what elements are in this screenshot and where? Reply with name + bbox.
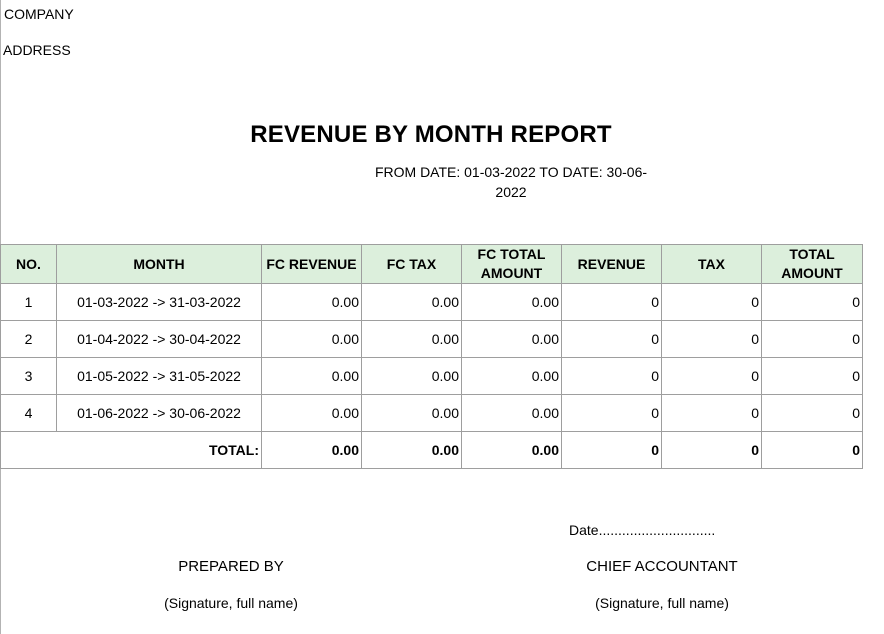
cell-fc-total-amount: 0.00 xyxy=(461,394,562,432)
cell-fc-revenue: 0.00 xyxy=(261,283,362,321)
column-header-no: NO. xyxy=(0,244,57,284)
revenue-table: NO. MONTH FC REVENUE FC TAX FC TOTAL AMO… xyxy=(0,244,863,469)
cell-total-amount: 0 xyxy=(761,320,863,358)
cell-fc-revenue: 0.00 xyxy=(261,320,362,358)
cell-no: 4 xyxy=(0,394,57,432)
cell-total-amount: 0 xyxy=(761,357,863,395)
cell-fc-revenue: 0.00 xyxy=(261,394,362,432)
date-line: Date.............................. xyxy=(569,522,716,538)
chief-accountant-label: CHIEF ACCOUNTANT xyxy=(586,558,738,575)
cell-tax: 0 xyxy=(661,357,762,395)
total-label: TOTAL: xyxy=(0,431,262,469)
table-row: 1 01-03-2022 -> 31-03-2022 0.00 0.00 0.0… xyxy=(0,283,863,321)
column-header-revenue: REVENUE xyxy=(561,244,662,284)
total-fc-revenue: 0.00 xyxy=(261,431,362,469)
column-header-total-amount: TOTAL AMOUNT xyxy=(761,244,863,284)
cell-month: 01-06-2022 -> 30-06-2022 xyxy=(56,394,262,432)
column-header-fc-revenue: FC REVENUE xyxy=(261,244,362,284)
cell-total-amount: 0 xyxy=(761,394,863,432)
table-row: 4 01-06-2022 -> 30-06-2022 0.00 0.00 0.0… xyxy=(0,394,863,432)
column-header-tax: TAX xyxy=(661,244,762,284)
total-tax: 0 xyxy=(661,431,762,469)
table-header-row: NO. MONTH FC REVENUE FC TAX FC TOTAL AMO… xyxy=(0,244,863,284)
cell-month: 01-03-2022 -> 31-03-2022 xyxy=(56,283,262,321)
cell-fc-tax: 0.00 xyxy=(361,357,462,395)
total-revenue: 0 xyxy=(561,431,662,469)
report-date-range: FROM DATE: 01-03-2022 TO DATE: 30-06-202… xyxy=(374,164,648,200)
cell-fc-revenue: 0.00 xyxy=(261,357,362,395)
cell-revenue: 0 xyxy=(561,394,662,432)
cell-tax: 0 xyxy=(661,320,762,358)
report-title: REVENUE BY MONTH REPORT xyxy=(250,121,612,148)
cell-revenue: 0 xyxy=(561,283,662,321)
total-fc-tax: 0.00 xyxy=(361,431,462,469)
column-header-month: MONTH xyxy=(56,244,262,284)
table-total-row: TOTAL: 0.00 0.00 0.00 0 0 0 xyxy=(0,431,863,469)
cell-total-amount: 0 xyxy=(761,283,863,321)
column-header-fc-total-amount: FC TOTAL AMOUNT xyxy=(461,244,562,284)
signature-hint-left: (Signature, full name) xyxy=(164,595,298,611)
signature-hint-right: (Signature, full name) xyxy=(595,595,729,611)
total-fc-total-amount: 0.00 xyxy=(461,431,562,469)
cell-month: 01-04-2022 -> 30-04-2022 xyxy=(56,320,262,358)
cell-fc-total-amount: 0.00 xyxy=(461,320,562,358)
cell-no: 2 xyxy=(0,320,57,358)
cell-month: 01-05-2022 -> 31-05-2022 xyxy=(56,357,262,395)
cell-revenue: 0 xyxy=(561,320,662,358)
table-row: 3 01-05-2022 -> 31-05-2022 0.00 0.00 0.0… xyxy=(0,357,863,395)
cell-fc-total-amount: 0.00 xyxy=(461,357,562,395)
cell-no: 1 xyxy=(0,283,57,321)
cell-fc-tax: 0.00 xyxy=(361,320,462,358)
table-row: 2 01-04-2022 -> 30-04-2022 0.00 0.00 0.0… xyxy=(0,320,863,358)
cell-fc-tax: 0.00 xyxy=(361,394,462,432)
cell-no: 3 xyxy=(0,357,57,395)
prepared-by-label: PREPARED BY xyxy=(178,558,284,575)
cell-tax: 0 xyxy=(661,283,762,321)
address-label: ADDRESS xyxy=(3,42,71,58)
cell-tax: 0 xyxy=(661,394,762,432)
cell-fc-total-amount: 0.00 xyxy=(461,283,562,321)
company-label: COMPANY xyxy=(4,6,74,22)
total-total-amount: 0 xyxy=(761,431,863,469)
cell-fc-tax: 0.00 xyxy=(361,283,462,321)
column-header-fc-tax: FC TAX xyxy=(361,244,462,284)
cell-revenue: 0 xyxy=(561,357,662,395)
